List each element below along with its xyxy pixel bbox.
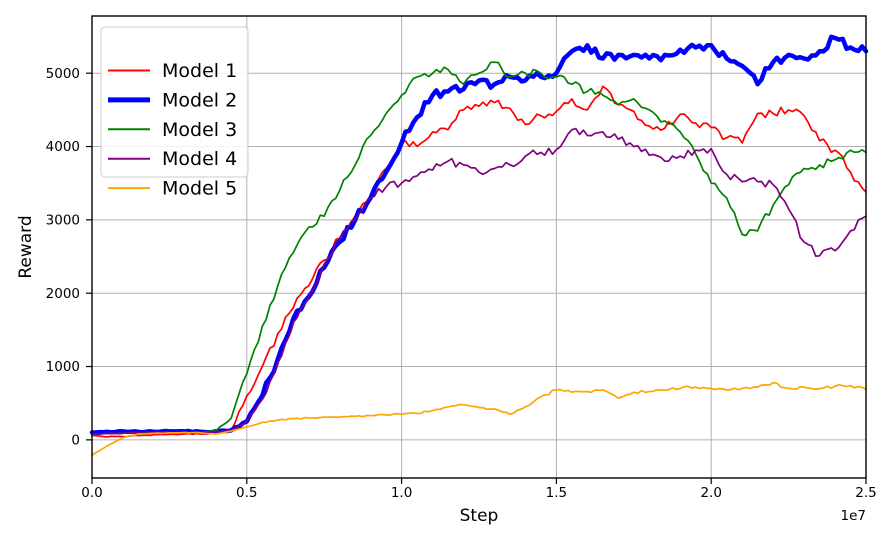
- series-line-model-4: [91, 127, 867, 435]
- plot-frame: [91, 15, 867, 479]
- legend-box: [100, 26, 249, 178]
- y-tick-label-1000: 1000: [46, 359, 80, 375]
- x-tick-label-2.5: 2.5: [855, 485, 876, 501]
- x-tick-label-1.5: 1.5: [546, 485, 567, 501]
- legend-item-model-2: Model 2: [108, 89, 237, 111]
- legend-label: Model 2: [162, 89, 237, 111]
- legend-label: Model 5: [162, 178, 237, 200]
- series-line-model-5: [91, 381, 867, 457]
- legend-label: Model 3: [162, 119, 237, 141]
- y-tick-label-3000: 3000: [46, 213, 80, 229]
- tick-layer: 0.0 0.5 1.0 1.5 2.0 2.5 0 1000 2000 3000 4000 5000: [46, 66, 877, 501]
- plot-border: [91, 15, 867, 479]
- legend-item-model-4: Model 4: [108, 148, 237, 170]
- legend-item-model-5: Model 5: [108, 178, 237, 200]
- legend: Model 1 Model 2 Model 3 Model 4 Model 5: [100, 26, 249, 200]
- legend-label: Model 4: [162, 148, 237, 170]
- legend-item-model-3: Model 3: [108, 119, 237, 141]
- y-tick-label-5000: 5000: [46, 66, 80, 82]
- y-axis-label: Reward: [16, 215, 36, 278]
- series-line-model-3: [91, 61, 867, 436]
- y-tick-label-0: 0: [71, 433, 80, 449]
- x-tick-label-0.5: 0.5: [236, 485, 257, 501]
- x-tick-label-1.0: 1.0: [391, 485, 412, 501]
- y-tick-label-4000: 4000: [46, 139, 80, 155]
- x-axis-label: Step: [460, 506, 499, 526]
- x-tick-label-0.0: 0.0: [81, 485, 102, 501]
- x-tick-label-2.0: 2.0: [700, 485, 721, 501]
- series-layer: [89, 34, 869, 457]
- legend-item-model-1: Model 1: [108, 60, 237, 82]
- x-axis-offset-label: 1e7: [841, 508, 866, 524]
- y-tick-label-2000: 2000: [46, 286, 80, 302]
- legend-label: Model 1: [162, 60, 237, 82]
